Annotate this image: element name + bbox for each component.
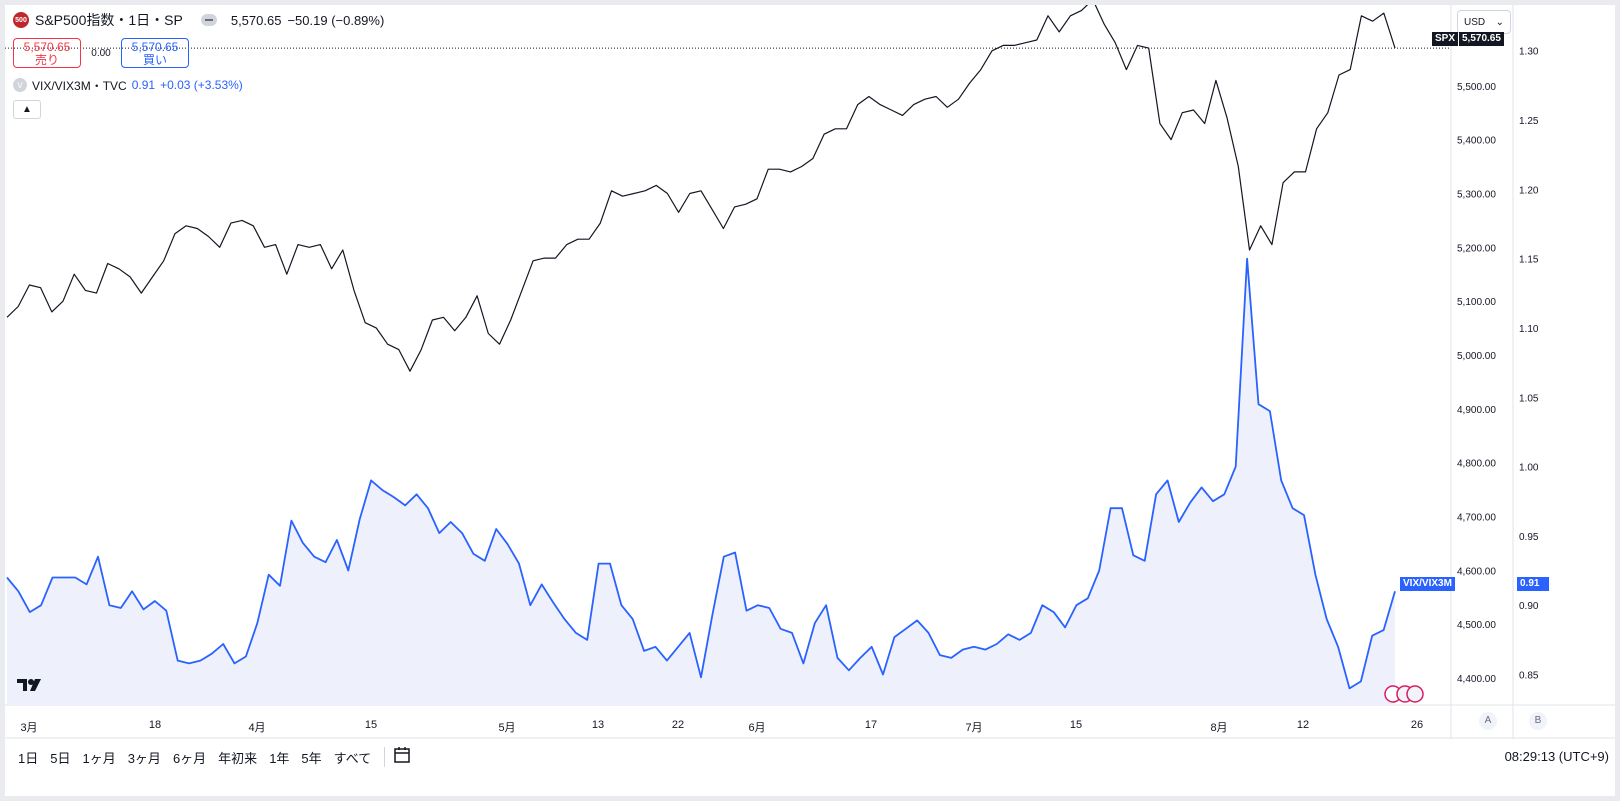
- sell-label: 売り: [34, 53, 59, 67]
- vix-area: [7, 258, 1395, 705]
- spx-axis-tick: 4,500.00: [1457, 620, 1496, 631]
- chart-grid: [5, 5, 1615, 739]
- price-chart[interactable]: 5,500.00 5,400.00 5,300.00 5,200.00 5,100.00…: [5, 5, 1615, 796]
- time-tick-label: 3月: [20, 722, 38, 734]
- vix-axis-tick: 1.00: [1519, 463, 1539, 474]
- spx-axis-tick: 4,700.00: [1457, 513, 1496, 524]
- vix-legend: V VIX/VIX3M・TVC 0.91 +0.03 (+3.53%): [13, 77, 243, 93]
- vix-axis-tick: 1.20: [1519, 185, 1539, 196]
- time-tick-label: 15: [364, 719, 378, 731]
- range-button[interactable]: 6ヶ月: [172, 750, 207, 766]
- spx-axis-tick: 4,800.00: [1457, 459, 1496, 470]
- spx-price-tag: 5,570.65: [1459, 32, 1504, 46]
- hide-icon[interactable]: [200, 14, 217, 26]
- auto-scale-button[interactable]: A: [1479, 712, 1497, 730]
- clock[interactable]: 08:29:13 (UTC+9): [1504, 749, 1609, 764]
- vix-series: [6, 257, 1396, 705]
- trade-panel: 5,570.65 売り 0.00 5,570.65 買い: [13, 38, 189, 68]
- last-price: 5,570.65: [230, 12, 282, 28]
- calendar-goto-icon[interactable]: [393, 746, 411, 769]
- vix-line: [6, 257, 1396, 690]
- range-button[interactable]: 1ヶ月: [82, 750, 116, 766]
- range-button[interactable]: 3ヶ月: [127, 750, 161, 766]
- buy-label: 買い: [142, 53, 167, 67]
- range-button[interactable]: 5年: [301, 750, 322, 766]
- spx-axis-tick: 4,400.00: [1457, 674, 1496, 685]
- vix-axis-tick: 0.90: [1519, 601, 1539, 612]
- range-toolbar: 1日 5日 1ヶ月 3ヶ月 6ヶ月 年初来 1年 5年 すべて: [5, 737, 1615, 777]
- spx-axis-tick: 5,100.00: [1457, 297, 1496, 308]
- tradingview-logo-icon[interactable]: [17, 677, 47, 698]
- vix-axis-tick: 1.30: [1519, 47, 1539, 58]
- range-button[interactable]: 1年: [269, 750, 290, 766]
- sell-button[interactable]: 5,570.65 売り: [13, 38, 81, 68]
- spx-line: [6, 5, 1396, 372]
- vix-axis-tick: 1.05: [1519, 393, 1539, 404]
- vix-axis-tick: 1.15: [1519, 255, 1539, 266]
- vix-line-label: VIX/VIX3M: [1400, 577, 1455, 591]
- time-tick-label: 12: [1296, 719, 1310, 731]
- time-tick-label: 7月: [965, 722, 983, 734]
- spx-series: [6, 5, 1396, 372]
- spx-axis-tick: 4,900.00: [1457, 405, 1496, 416]
- vix-price-tag: 0.91: [1517, 577, 1549, 591]
- us-flag-icon[interactable]: [1406, 685, 1424, 703]
- spx-axis-tick: 5,000.00: [1457, 351, 1496, 362]
- vix-change: +0.03 (+3.53%): [160, 78, 243, 92]
- vix-axis-tick: 0.95: [1519, 532, 1539, 543]
- symbol-title[interactable]: S&P500指数・1日・SP: [35, 12, 183, 28]
- vix-axis-tick: 1.10: [1519, 324, 1539, 335]
- vix-logo-icon: V: [13, 78, 27, 92]
- spx-axis-tick: 5,500.00: [1457, 82, 1496, 93]
- time-axis[interactable]: 3月 18 4月 15 5月 13 22 6月 17 7月 15 8月 12 26: [5, 715, 1615, 735]
- time-tick-label: 5月: [498, 722, 516, 734]
- price-change: −50.19 (−0.89%): [287, 12, 385, 28]
- toolbar-divider: [384, 747, 386, 767]
- time-tick-label: 18: [148, 719, 162, 731]
- spx-axis-tick: 5,400.00: [1457, 136, 1496, 147]
- time-tick-label: 22: [671, 719, 685, 731]
- time-tick-label: 17: [864, 719, 878, 731]
- currency-label: USD: [1464, 16, 1486, 28]
- time-tick-label: 8月: [1210, 722, 1228, 734]
- range-button[interactable]: 1日: [18, 750, 39, 766]
- chart-frame: 5,500.00 5,400.00 5,300.00 5,200.00 5,100.00…: [5, 5, 1615, 796]
- vix-title[interactable]: VIX/VIX3M・TVC: [32, 78, 127, 93]
- spx-axis-tick: 5,300.00: [1457, 189, 1496, 200]
- time-tick-label: 6月: [748, 722, 766, 734]
- vix-axis-tick: 0.85: [1519, 671, 1539, 682]
- time-tick-label: 15: [1069, 719, 1083, 731]
- vix-value: 0.91: [131, 78, 156, 92]
- vix-axis-tick: 1.25: [1519, 116, 1539, 127]
- spx-axis-tick: 4,600.00: [1457, 566, 1496, 577]
- spx-line-label: SPX: [1432, 32, 1459, 46]
- chevron-down-icon: ⌄: [1495, 16, 1504, 28]
- chevron-up-icon: ▲: [22, 104, 32, 115]
- main-legend: 500 S&P500指数・1日・SP 5,570.65 −50.19 (−0.8…: [13, 11, 384, 29]
- range-button[interactable]: すべて: [333, 750, 372, 766]
- sell-price: 5,570.65: [23, 40, 71, 54]
- scale-b-button[interactable]: B: [1529, 712, 1547, 730]
- time-tick-label: 13: [591, 719, 605, 731]
- sp500-logo-icon: 500: [13, 12, 29, 28]
- buy-button[interactable]: 5,570.65 買い: [121, 38, 189, 68]
- range-button[interactable]: 年初来: [218, 750, 258, 766]
- range-button[interactable]: 5日: [50, 750, 71, 766]
- spx-axis-tick: 5,200.00: [1457, 243, 1496, 254]
- time-tick-label: 26: [1410, 719, 1424, 731]
- price-axis: 5,500.00 5,400.00 5,300.00 5,200.00 5,100.00…: [1457, 47, 1539, 685]
- event-markers[interactable]: [1383, 683, 1431, 705]
- collapse-legend-button[interactable]: ▲: [13, 100, 41, 119]
- spread-value: 0.00: [91, 47, 111, 59]
- currency-select[interactable]: USD ⌄: [1457, 10, 1511, 34]
- buy-price: 5,570.65: [131, 40, 179, 54]
- time-tick-label: 4月: [248, 722, 266, 734]
